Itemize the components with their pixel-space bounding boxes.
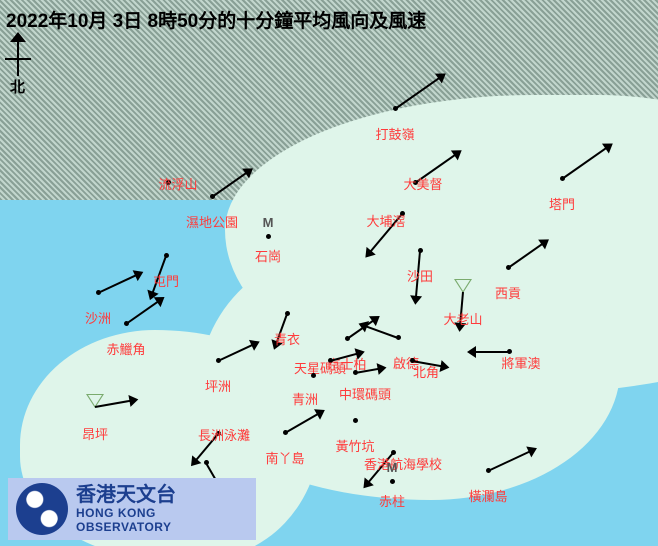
station-label-29: 橫瀾島 — [468, 486, 507, 505]
hko-logo: 香港天文台 HONG KONG OBSERVATORY — [8, 478, 256, 540]
station-label-12: 大老山 — [443, 309, 482, 328]
station-label-10: 赤鱲角 — [106, 339, 145, 358]
station-hilltop-icon — [454, 279, 472, 293]
hko-logo-text-en: HONG KONG OBSERVATORY — [76, 506, 248, 534]
compass-crossbar — [5, 58, 31, 60]
station-label-17: 天星碼頭 — [294, 358, 346, 377]
station-manual-icon: M — [263, 215, 274, 230]
map-title: 2022年10月 3日 8時50分的十分鐘平均風向及風速 — [6, 6, 426, 33]
station-label-27: 香港航海學校 — [364, 454, 442, 473]
station-label-8: 屯門 — [153, 271, 179, 290]
station-label-20: 中環碼頭 — [339, 384, 391, 403]
station-label-28: 赤柱 — [379, 491, 405, 510]
station-label-1: 流浮山 — [158, 174, 197, 193]
station-label-4: 大美督 — [403, 174, 442, 193]
hko-logo-icon — [16, 483, 68, 535]
station-label-11: 青衣 — [274, 329, 300, 348]
compass: 北 — [10, 38, 25, 97]
station-dot-icon — [266, 234, 271, 239]
station-label-21: 坪洲 — [205, 376, 231, 395]
wind-barb-icon — [98, 272, 142, 294]
station-label-23: 長洲泳灘 — [198, 425, 250, 444]
station-label-18: 北角 — [413, 362, 439, 381]
station-label-22: 昂坪 — [82, 424, 108, 443]
station-label-5: 大埔滘 — [366, 211, 405, 230]
station-label-13: 西貢 — [495, 283, 521, 302]
wind-barb-icon — [125, 297, 163, 324]
station-label-26: 黃竹坑 — [335, 436, 374, 455]
hko-logo-text-cn: 香港天文台 — [76, 484, 248, 506]
station-dot-icon — [390, 479, 395, 484]
station-label-3: 石崗 — [255, 246, 281, 265]
weather-map: 2022年10月 3日 8時50分的十分鐘平均風向及風速 北 打鼓嶺流浮山濕地公… — [0, 0, 658, 546]
station-label-2: 濕地公園 — [186, 212, 238, 231]
compass-label: 北 — [10, 76, 25, 97]
north-arrow-icon — [17, 38, 19, 76]
station-label-7: 塔門 — [549, 194, 575, 213]
station-dot-icon — [353, 418, 358, 423]
station-label-0: 打鼓嶺 — [375, 124, 414, 143]
station-label-9: 沙洲 — [85, 308, 111, 327]
station-label-16: 將軍澳 — [501, 353, 540, 372]
station-label-6: 沙田 — [407, 266, 433, 285]
station-label-25: 南丫島 — [265, 448, 304, 467]
station-label-19: 青洲 — [292, 389, 318, 408]
station-dot-icon — [311, 373, 316, 378]
station-manual-icon: M — [387, 460, 398, 475]
